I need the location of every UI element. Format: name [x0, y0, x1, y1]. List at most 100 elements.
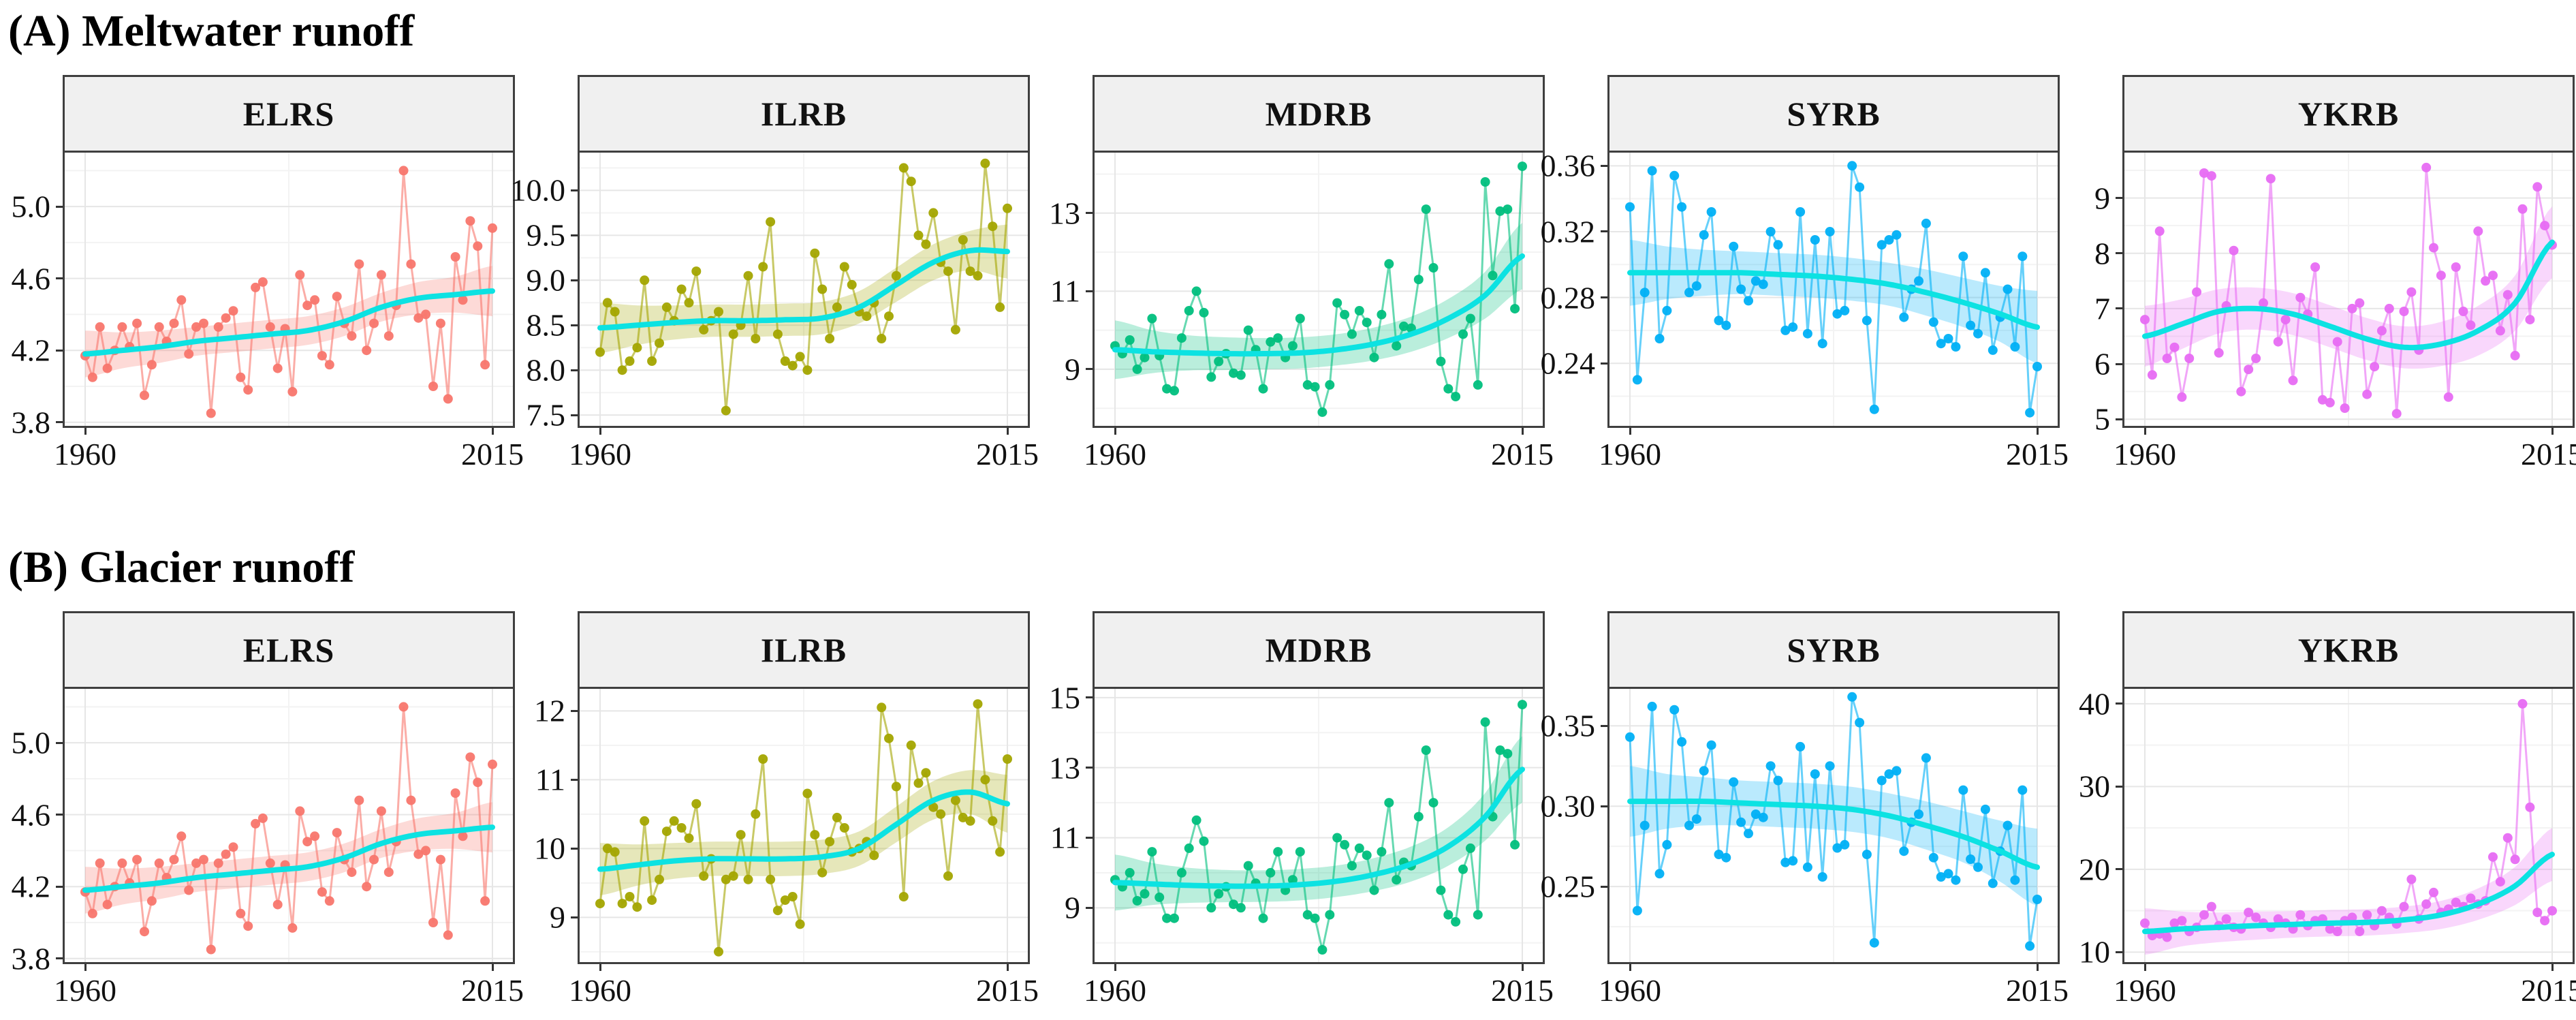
panel-box: MDRB	[1093, 611, 1545, 964]
trend-line	[1112, 253, 1525, 357]
y-tick-label: 4.2	[11, 333, 51, 368]
panel-B-ILRB: ILRB 9 10 11 12 1960 2015	[515, 611, 1039, 1015]
x-tick-label: 2015	[2006, 973, 2069, 1008]
panel-title: YKRB	[2297, 631, 2400, 669]
trend-line	[597, 247, 1010, 331]
y-tick-mark	[2116, 951, 2122, 953]
y-tick-mark	[2116, 702, 2122, 705]
y-tick-label: 0.25	[1540, 869, 1596, 904]
y-tick-label: 30	[2079, 769, 2110, 804]
y-tick-mark	[56, 741, 63, 744]
panel-box: SYRB	[1607, 611, 2060, 964]
y-tick-label: 8	[2094, 236, 2110, 271]
panel-box: YKRB	[2122, 611, 2575, 964]
confidence-band	[2145, 206, 2552, 369]
y-tick-label: 9.0	[526, 262, 566, 298]
chart-canvas-A-ILRB	[580, 153, 1028, 426]
x-tick-label: 1960	[2114, 437, 2176, 472]
x-tick-mark	[2036, 964, 2039, 971]
y-tick-label: 9	[550, 899, 565, 935]
y-tick-mark	[571, 847, 578, 850]
y-tick-mark	[2116, 307, 2122, 310]
confidence-band	[1115, 223, 1522, 380]
data-points	[1110, 700, 1527, 955]
panel-title: MDRB	[1265, 631, 1372, 669]
panel-header: MDRB	[1095, 613, 1543, 689]
y-tick-mark	[2116, 868, 2122, 871]
y-tick-label: 11	[1050, 820, 1080, 855]
chart-canvas-A-YKRB	[2124, 153, 2573, 426]
y-tick-label: 4.2	[11, 869, 51, 904]
x-tick-label: 2015	[461, 973, 524, 1008]
y-tick-label: 4.6	[11, 261, 51, 296]
chart-canvas-B-ILRB	[580, 689, 1028, 962]
x-tick-mark	[84, 428, 87, 435]
x-tick-mark	[491, 964, 494, 971]
y-tick-label: 11	[535, 762, 565, 797]
x-tick-label: 2015	[976, 437, 1039, 472]
trend-line	[2142, 239, 2555, 351]
x-tick-label: 1960	[1599, 437, 1661, 472]
y-tick-mark	[571, 279, 578, 281]
x-tick-mark	[1114, 428, 1116, 435]
y-tick-mark	[571, 414, 578, 416]
x-tick-label: 1960	[54, 973, 116, 1008]
x-tick-label: 1960	[2114, 973, 2176, 1008]
data-points	[1110, 161, 1527, 417]
y-tick-label: 13	[1049, 196, 1080, 231]
x-tick-mark	[599, 428, 601, 435]
trend-line	[82, 824, 495, 893]
y-tick-label: 4.6	[11, 797, 51, 833]
x-tick-mark	[2551, 964, 2554, 971]
confidence-band	[85, 802, 492, 914]
y-tick-label: 12	[534, 693, 565, 728]
chart-canvas-B-ELRS	[65, 689, 513, 962]
y-tick-label: 9.5	[526, 217, 566, 253]
chart-canvas-B-SYRB	[1609, 689, 2058, 962]
panel-box: MDRB	[1093, 75, 1545, 428]
y-tick-mark	[2116, 418, 2122, 420]
trend-line	[1627, 798, 2040, 870]
panel-title: MDRB	[1265, 95, 1372, 133]
y-tick-mark	[2116, 197, 2122, 200]
y-tick-label: 5.0	[11, 189, 51, 224]
panel-title: ILRB	[760, 631, 847, 669]
panel-header: ILRB	[580, 77, 1028, 153]
x-tick-label: 2015	[2521, 973, 2576, 1008]
y-tick-label: 20	[2079, 852, 2110, 887]
panel-title: YKRB	[2297, 95, 2400, 133]
y-tick-mark	[1601, 362, 1607, 365]
x-tick-mark	[1114, 964, 1116, 971]
y-tick-mark	[56, 957, 63, 960]
x-tick-mark	[1629, 428, 1631, 435]
panel-header: SYRB	[1609, 613, 2058, 689]
y-tick-label: 10	[2079, 934, 2110, 970]
plot-area	[580, 153, 1028, 426]
y-tick-mark	[571, 778, 578, 781]
panel-title: SYRB	[1787, 631, 1881, 669]
plot-area	[1095, 153, 1543, 426]
y-tick-label: 8.0	[526, 352, 566, 388]
x-tick-label: 1960	[569, 973, 631, 1008]
chart-canvas-B-MDRB	[1095, 689, 1543, 962]
panel-B-ELRS: ELRS 3.8 4.2 4.6 5.0 1960 2015	[0, 611, 524, 1015]
y-tick-label: 7.5	[526, 397, 566, 433]
confidence-band	[85, 266, 492, 377]
y-tick-mark	[1086, 696, 1093, 699]
x-tick-label: 1960	[54, 437, 116, 472]
y-tick-mark	[571, 369, 578, 371]
y-tick-mark	[56, 885, 63, 888]
y-tick-mark	[1601, 724, 1607, 727]
section-title-meltwater: (A) Meltwater runoff	[8, 6, 415, 56]
trend-line	[1112, 767, 1525, 889]
y-tick-label: 0.30	[1540, 788, 1596, 824]
x-tick-label: 1960	[1599, 973, 1661, 1008]
panel-box: SYRB	[1607, 75, 2060, 428]
x-tick-label: 2015	[976, 973, 1039, 1008]
y-tick-mark	[56, 277, 63, 280]
panel-box: ELRS	[63, 611, 515, 964]
y-tick-label: 6	[2094, 346, 2110, 382]
x-tick-mark	[2143, 964, 2146, 971]
y-tick-mark	[56, 205, 63, 208]
